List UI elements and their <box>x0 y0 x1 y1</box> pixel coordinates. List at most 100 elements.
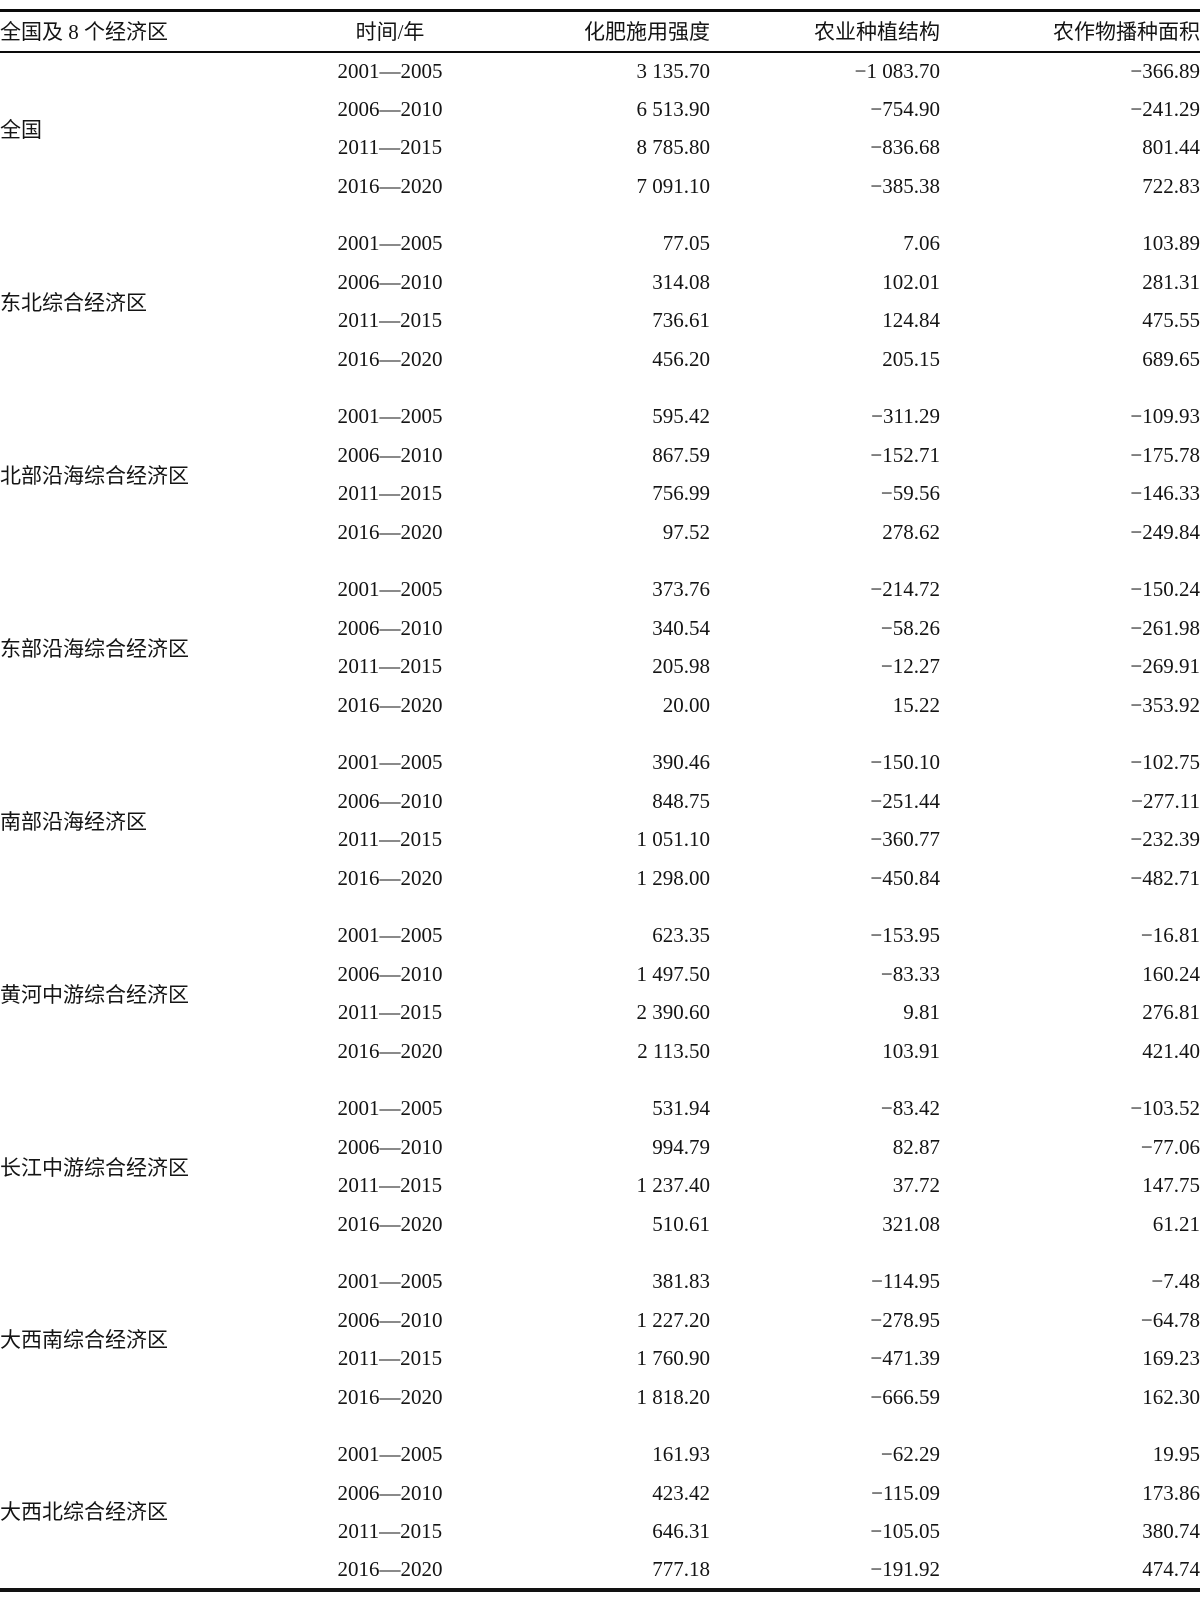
period-cell: 2016—2020 <box>337 1211 443 1236</box>
planting-structure-cell: −385.38 <box>870 174 940 199</box>
table-row: 2006—2010 1 227.20 −278.95 −64.78 <box>0 1301 1200 1340</box>
period-cell: 2016—2020 <box>337 692 443 717</box>
table-row: 2011—2015 1 237.40 37.72 147.75 <box>0 1167 1200 1206</box>
table-row: 2011—2015 8 785.80 −836.68 801.44 <box>0 129 1200 168</box>
period-cell: 2011—2015 <box>337 1173 443 1198</box>
region-label: 大西北综合经济区 <box>0 1500 168 1525</box>
sown-area-cell: 169.23 <box>1142 1346 1200 1371</box>
region-group: 东部沿海综合经济区 2001—2005 373.76 −214.72 −150.24 20… <box>0 570 1200 724</box>
table-row: 2006—2010 994.79 82.87 −77.06 <box>0 1128 1200 1167</box>
sown-area-cell: −249.84 <box>1130 520 1200 545</box>
region-group: 南部沿海经济区 2001—2005 390.46 −150.10 −102.75 2006… <box>0 743 1200 897</box>
table-row: 大西南综合经济区 2001—2005 381.83 −114.95 −7.48 <box>0 1262 1200 1352</box>
period-cell: 2011—2015 <box>337 308 443 333</box>
planting-structure-cell: −58.26 <box>880 615 940 640</box>
planting-structure-cell: −62.29 <box>880 1442 940 1467</box>
region-label: 东部沿海综合经济区 <box>0 636 189 661</box>
group-spacer <box>0 552 1200 571</box>
sown-area-cell: 281.31 <box>1142 269 1200 294</box>
planting-structure-cell: 9.81 <box>903 1000 940 1025</box>
region-label: 大西南综合经济区 <box>0 1328 168 1353</box>
fertilizer-intensity-cell: 8 785.80 <box>636 135 711 160</box>
region-label: 长江中游综合经济区 <box>0 1155 189 1180</box>
sown-area-cell: −353.92 <box>1130 692 1200 717</box>
sown-area-cell: −109.93 <box>1130 404 1200 429</box>
period-cell: 2006—2010 <box>337 1480 443 1505</box>
period-cell: 2016—2020 <box>337 1556 443 1581</box>
period-cell: 2011—2015 <box>337 1000 443 1025</box>
planting-structure-cell: −114.95 <box>871 1269 940 1294</box>
table-row: 东北综合经济区 2001—2005 77.05 7.06 103.89 <box>0 224 1200 314</box>
column-header-sown-area: 农作物播种面积 <box>1053 20 1200 45</box>
period-cell: 2016—2020 <box>337 865 443 890</box>
period-cell: 2006—2010 <box>337 615 443 640</box>
sown-area-cell: 61.21 <box>1152 1211 1200 1236</box>
period-cell: 2011—2015 <box>337 654 443 679</box>
period-cell: 2001—2005 <box>337 1096 443 1121</box>
group-spacer <box>0 1417 1200 1436</box>
period-cell: 2006—2010 <box>337 269 443 294</box>
planting-structure-cell: −836.68 <box>870 135 940 160</box>
period-cell: 2011—2015 <box>337 1346 443 1371</box>
planting-structure-cell: −754.90 <box>870 96 940 121</box>
fertilizer-intensity-cell: 1 497.50 <box>636 961 711 986</box>
planting-structure-cell: −191.92 <box>870 1556 940 1581</box>
sown-area-cell: −150.24 <box>1130 577 1200 602</box>
table-row: 2006—2010 848.75 −251.44 −277.11 <box>0 782 1200 821</box>
period-cell: 2016—2020 <box>337 174 443 199</box>
period-cell: 2011—2015 <box>337 1519 443 1544</box>
region-label: 南部沿海经济区 <box>0 809 147 834</box>
table-row: 全国 2001—2005 3 135.70 −1 083.70 −366.89 <box>0 52 1200 142</box>
fertilizer-intensity-cell: 510.61 <box>652 1211 710 1236</box>
period-cell: 2006—2010 <box>337 442 443 467</box>
sown-area-cell: 689.65 <box>1142 347 1200 372</box>
period-cell: 2001—2005 <box>337 1442 443 1467</box>
sown-area-cell: 722.83 <box>1142 174 1200 199</box>
fertilizer-intensity-cell: 848.75 <box>652 788 710 813</box>
planting-structure-cell: 82.87 <box>892 1134 940 1159</box>
period-cell: 2006—2010 <box>337 1307 443 1332</box>
table-row: 东部沿海综合经济区 2001—2005 373.76 −214.72 −150.24 <box>0 570 1200 660</box>
planting-structure-cell: −666.59 <box>870 1384 940 1409</box>
sown-area-cell: 475.55 <box>1142 308 1200 333</box>
fertilizer-intensity-cell: 2 390.60 <box>636 1000 711 1025</box>
fertilizer-intensity-cell: 77.05 <box>662 231 710 256</box>
planting-structure-cell: −311.29 <box>871 404 940 429</box>
fertilizer-intensity-cell: 97.52 <box>662 520 710 545</box>
region-group: 大西北综合经济区 2001—2005 161.93 −62.29 19.95 2006—2… <box>0 1435 1200 1589</box>
table-row: 2011—2015 205.98 −12.27 −269.91 <box>0 648 1200 687</box>
period-cell: 2001—2005 <box>337 404 443 429</box>
table-row: 2011—2015 2 390.60 9.81 276.81 <box>0 994 1200 1033</box>
planting-structure-cell: −150.10 <box>870 750 940 775</box>
planting-structure-cell: 102.01 <box>882 269 940 294</box>
period-cell: 2011—2015 <box>337 481 443 506</box>
fertilizer-intensity-cell: 1 237.40 <box>636 1173 711 1198</box>
region-label: 东北综合经济区 <box>0 290 147 315</box>
fertilizer-intensity-cell: 390.46 <box>652 750 710 775</box>
sown-area-cell: 103.89 <box>1142 231 1200 256</box>
region-group: 长江中游综合经济区 2001—2005 531.94 −83.42 −103.52 200… <box>0 1089 1200 1243</box>
sown-area-cell: 19.95 <box>1152 1442 1200 1467</box>
period-cell: 2011—2015 <box>337 135 443 160</box>
region-group: 全国 2001—2005 3 135.70 −1 083.70 −366.89 2006—… <box>0 52 1200 206</box>
fertilizer-intensity-cell: 623.35 <box>652 923 710 948</box>
sown-area-cell: −269.91 <box>1130 654 1200 679</box>
fertilizer-intensity-cell: 381.83 <box>652 1269 710 1294</box>
planting-structure-cell: −360.77 <box>870 827 940 852</box>
planting-structure-cell: −12.27 <box>880 654 940 679</box>
period-cell: 2016—2020 <box>337 520 443 545</box>
sown-area-cell: 162.30 <box>1142 1384 1200 1409</box>
fertilizer-intensity-cell: 756.99 <box>652 481 710 506</box>
table-row: 2011—2015 1 051.10 −360.77 −232.39 <box>0 821 1200 860</box>
period-cell: 2001—2005 <box>337 577 443 602</box>
planting-structure-cell: −152.71 <box>870 442 940 467</box>
sown-area-cell: −241.29 <box>1130 96 1200 121</box>
sown-area-cell: 147.75 <box>1142 1173 1200 1198</box>
table-row: 2016—2020 777.18 −191.92 474.74 <box>0 1551 1200 1590</box>
table-row: 2006—2010 314.08 102.01 281.31 <box>0 263 1200 302</box>
table-row: 2006—2010 867.59 −152.71 −175.78 <box>0 436 1200 475</box>
planting-structure-cell: 37.72 <box>892 1173 940 1198</box>
sown-area-cell: 276.81 <box>1142 1000 1200 1025</box>
sown-area-cell: −366.89 <box>1130 58 1200 83</box>
period-cell: 2016—2020 <box>337 1038 443 1063</box>
